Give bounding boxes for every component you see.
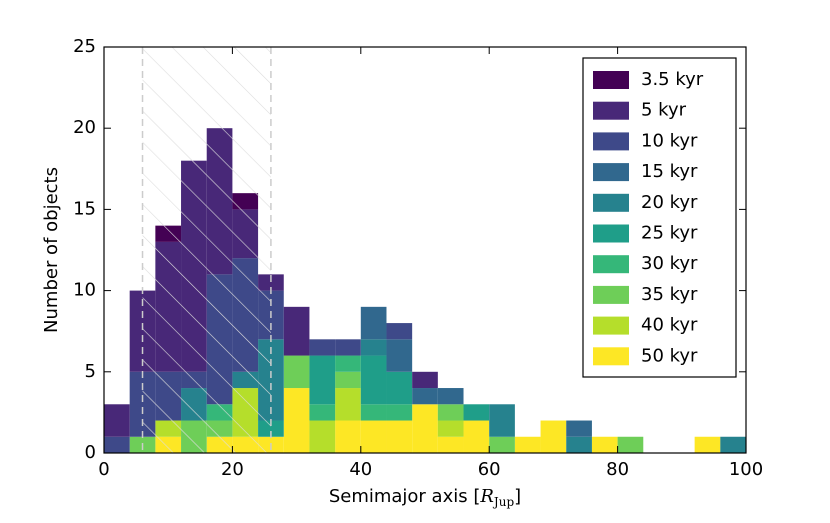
- histogram-bar: [386, 371, 413, 405]
- histogram-bar: [540, 420, 567, 453]
- x-tick-label: 80: [606, 459, 629, 480]
- histogram-bar: [309, 339, 336, 356]
- histogram-bar: [283, 388, 310, 453]
- histogram-bar: [360, 420, 387, 453]
- histogram-bar: [386, 404, 413, 421]
- plot-frame: [103, 46, 747, 454]
- x-axis-label: Semimajor axis [RJup]: [329, 486, 521, 509]
- histogram-bar: [386, 339, 413, 372]
- y-tick-label: 5: [85, 361, 96, 382]
- legend-swatch: [593, 224, 629, 243]
- histogram-bar: [386, 323, 413, 340]
- legend-swatch: [593, 163, 629, 182]
- histogram-bar: [335, 388, 361, 421]
- x-tick-label: 100: [729, 459, 763, 480]
- histogram-bar: [360, 339, 387, 356]
- y-tick-label: 20: [73, 117, 96, 138]
- histogram-bar: [437, 436, 464, 453]
- histogram-bar: [335, 355, 361, 372]
- legend-label: 20 kyr: [641, 192, 698, 213]
- legend-label: 3.5 kyr: [641, 69, 704, 90]
- legend-label: 10 kyr: [641, 130, 698, 151]
- histogram-bar: [309, 404, 336, 421]
- histogram-bar: [437, 404, 464, 421]
- histogram-bar: [360, 404, 387, 421]
- histogram-bar: [309, 420, 336, 453]
- legend-label: 35 kyr: [641, 284, 698, 305]
- histogram-bar: [720, 436, 746, 453]
- histogram-bar: [694, 436, 721, 453]
- x-tick-label: 0: [98, 459, 109, 480]
- legend-swatch: [593, 101, 629, 120]
- legend-swatch: [593, 347, 629, 366]
- histogram-bar: [283, 355, 310, 389]
- histogram-bar: [489, 404, 515, 437]
- legend-swatch: [593, 255, 629, 274]
- y-tick-label: 25: [73, 36, 96, 57]
- histogram-bar: [463, 420, 490, 453]
- x-tick-label: 60: [478, 459, 501, 480]
- shaded-region: [142, 47, 271, 453]
- legend-label: 40 kyr: [641, 315, 698, 336]
- histogram-bar: [514, 436, 541, 453]
- legend-label: 30 kyr: [641, 253, 698, 274]
- legend-swatch: [593, 193, 629, 212]
- histogram-bar: [309, 355, 336, 405]
- legend-label: 5 kyr: [641, 100, 687, 121]
- y-tick-label: 0: [85, 442, 96, 463]
- histogram-bar: [566, 436, 592, 453]
- histogram-bar: [412, 371, 438, 389]
- histogram-bar: [463, 404, 490, 421]
- histogram-bar: [104, 404, 130, 437]
- histogram-bar: [412, 388, 438, 405]
- y-tick-label: 15: [73, 198, 96, 219]
- legend-swatch: [593, 132, 629, 151]
- histogram-bar: [335, 420, 361, 453]
- x-tick-label: 40: [349, 459, 372, 480]
- histogram-bar: [617, 436, 644, 453]
- histogram-bar: [386, 420, 413, 453]
- x-tick-label: 20: [221, 459, 244, 480]
- histogram-bar: [437, 388, 464, 405]
- y-tick-label: 10: [73, 280, 96, 301]
- histogram-bar: [360, 306, 387, 340]
- legend-label: 25 kyr: [641, 223, 698, 244]
- histogram-bar: [437, 420, 464, 437]
- legend-swatch: [593, 316, 629, 335]
- histogram-bar: [412, 404, 438, 453]
- legend-swatch: [593, 285, 629, 304]
- histogram-bar: [104, 436, 130, 453]
- histogram-bar: [489, 436, 515, 453]
- histogram-bar: [283, 306, 310, 356]
- histogram-bar: [591, 436, 618, 453]
- histogram-bar: [566, 420, 592, 437]
- histogram-bar: [360, 355, 387, 405]
- legend-label: 15 kyr: [641, 161, 698, 182]
- legend-swatch: [593, 71, 629, 89]
- y-axis-label: Number of objects: [41, 167, 62, 333]
- histogram-bar: [335, 371, 361, 389]
- legend-label: 50 kyr: [641, 345, 698, 366]
- histogram-bar: [335, 339, 361, 356]
